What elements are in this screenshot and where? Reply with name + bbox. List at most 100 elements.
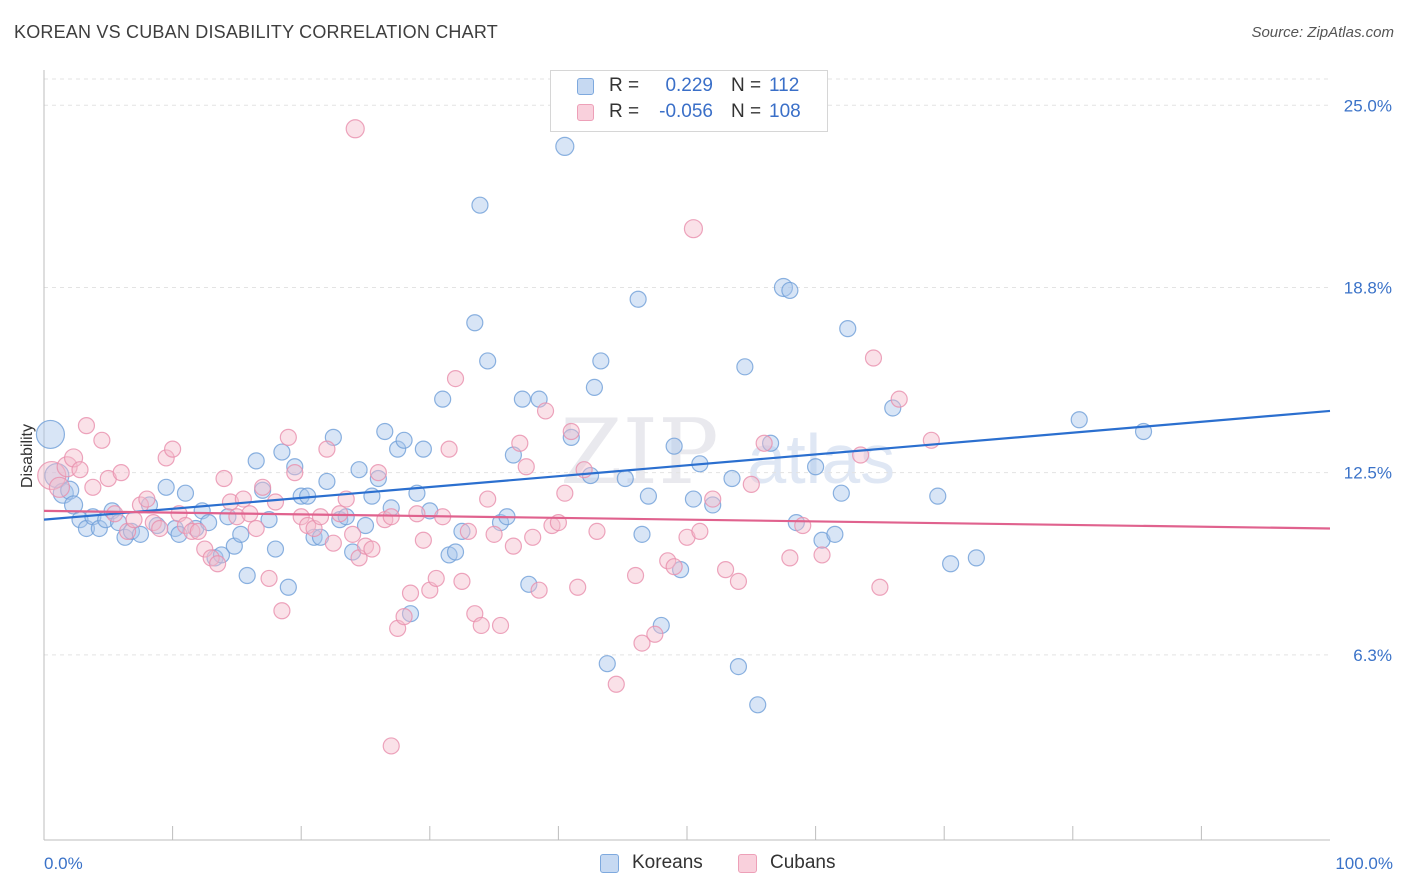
cuban-point — [318, 440, 336, 458]
cuban-point — [151, 519, 169, 538]
cuban-point — [247, 519, 265, 538]
cuban-point — [472, 616, 490, 635]
korean-point — [639, 487, 658, 505]
cuban-point — [363, 540, 381, 558]
cubans-legend-swatch — [738, 854, 757, 873]
cuban-point — [813, 546, 831, 564]
cuban-point — [524, 528, 542, 546]
korean-point — [356, 516, 375, 535]
cuban-point — [491, 616, 510, 635]
cuban-point — [157, 449, 175, 467]
x-tick-label: 0.0% — [44, 854, 83, 873]
korean-point — [376, 422, 394, 441]
korean-point — [704, 496, 722, 514]
korean-point — [90, 519, 108, 538]
cuban-point — [781, 549, 799, 567]
stats-legend: R = 0.229 N = 112 R = -0.056 N = 108 — [550, 70, 828, 132]
korean-point — [665, 437, 683, 455]
korean-point — [466, 314, 484, 332]
korean-point — [131, 525, 150, 543]
korean-point — [736, 358, 754, 376]
korean-point — [592, 352, 610, 370]
korean-point — [598, 655, 616, 673]
cuban-point — [440, 440, 458, 458]
cuban-point — [279, 428, 297, 446]
cuban-point — [691, 522, 709, 541]
korean-point — [761, 434, 780, 452]
cuban-point — [209, 555, 227, 573]
cuban-point — [37, 460, 67, 491]
korean-point — [555, 136, 575, 157]
korean-point — [629, 290, 647, 308]
cuban-point — [48, 476, 71, 498]
cuban-point — [266, 493, 285, 511]
korean-point — [286, 458, 304, 476]
cuban-point — [683, 219, 704, 239]
korean-point — [35, 419, 66, 450]
cuban-point — [755, 434, 773, 452]
cuban-point — [665, 558, 683, 576]
korean-point — [157, 478, 175, 496]
cuban-point — [633, 634, 651, 652]
x-tick-label: 100.0% — [1335, 854, 1393, 873]
cuban-point — [254, 478, 272, 496]
korean-point — [350, 461, 368, 479]
cuban-point — [84, 478, 102, 496]
cuban-trend-line — [43, 509, 1331, 530]
r-label: R = — [609, 101, 640, 122]
cuban-point — [112, 464, 130, 482]
cuban-point — [659, 552, 677, 570]
cuban-point — [626, 566, 645, 585]
korean-point — [176, 484, 195, 502]
cuban-point — [260, 569, 278, 588]
cuban-point — [427, 569, 445, 588]
cubans-swatch — [577, 104, 594, 121]
korean-point — [212, 546, 231, 564]
korean-point — [684, 490, 703, 508]
cuban-point — [607, 675, 625, 693]
korean-point — [884, 399, 902, 417]
cuban-point — [536, 402, 555, 420]
korean-point — [967, 549, 985, 567]
korean-point — [723, 469, 741, 488]
y-tick-label: 6.3% — [1353, 646, 1392, 665]
cuban-point — [395, 608, 413, 626]
korean-point — [369, 469, 387, 488]
korean-point — [585, 378, 604, 397]
cuban-point — [569, 578, 587, 596]
korean-point — [395, 431, 413, 449]
cuban-point — [485, 525, 503, 543]
cuban-point — [93, 431, 111, 449]
korean-point — [238, 566, 256, 585]
cuban-point — [189, 522, 207, 541]
cuban-point — [77, 417, 96, 435]
korean-point — [232, 525, 250, 543]
korean-point — [633, 525, 651, 543]
cuban-point — [453, 572, 471, 590]
korean-point — [806, 458, 825, 476]
cuban-point — [408, 505, 426, 523]
cuban-point — [704, 490, 722, 508]
korean-point — [260, 511, 278, 529]
cuban-point — [511, 434, 529, 452]
cuban-point — [138, 490, 156, 508]
cuban-point — [871, 578, 889, 596]
cuban-point — [215, 469, 233, 488]
korean-point — [247, 452, 265, 470]
korean-point — [729, 658, 748, 676]
koreans-legend-swatch — [600, 854, 619, 873]
cuban-point — [221, 493, 240, 511]
chart-title: KOREAN VS CUBAN DISABILITY CORRELATION C… — [14, 22, 498, 42]
korean-trend-line — [43, 409, 1331, 521]
cuban-point — [311, 508, 330, 526]
r-value: 0.229 — [665, 75, 713, 96]
cuban-point — [890, 390, 908, 408]
korean-point — [266, 540, 285, 558]
cuban-point — [562, 422, 580, 441]
cuban-point — [646, 625, 664, 643]
korean-point — [832, 484, 850, 502]
korean-point — [471, 196, 489, 214]
y-tick-label: 12.5% — [1344, 464, 1392, 483]
korean-point — [839, 320, 857, 338]
